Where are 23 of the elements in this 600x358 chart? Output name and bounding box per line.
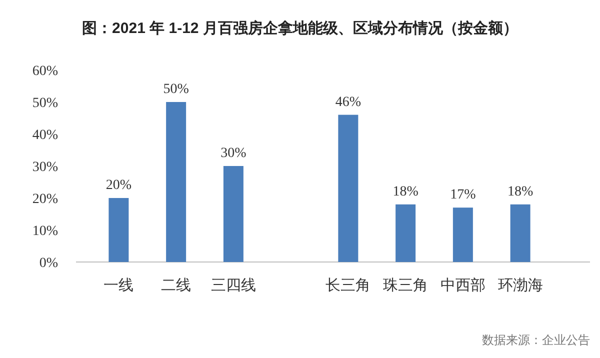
data-label: 20% <box>106 178 132 193</box>
x-tick-label: 三四线 <box>210 277 256 294</box>
x-tick-label: 长三角 <box>326 277 371 294</box>
x-tick-label: 一线 <box>104 277 134 294</box>
data-label: 50% <box>163 82 190 97</box>
data-label: 18% <box>392 184 419 200</box>
y-tick-label: 20% <box>32 192 58 207</box>
x-tick-label: 二线 <box>161 277 192 294</box>
y-tick-label: 0% <box>39 256 58 271</box>
source-note: 数据来源：企业公告 <box>482 333 590 347</box>
y-tick-label: 50% <box>32 96 58 111</box>
y-tick-label: 60% <box>32 64 58 79</box>
x-tick-label: 中西部 <box>440 277 486 294</box>
y-tick-label: 30% <box>32 160 58 175</box>
data-label: 30% <box>220 146 247 161</box>
x-tick-label: 珠三角 <box>383 277 428 294</box>
y-tick-label: 40% <box>32 128 58 143</box>
y-tick-label: 10% <box>32 224 58 239</box>
data-label: 46% <box>335 94 362 110</box>
data-label: 18% <box>507 184 534 200</box>
x-tick-label: 环渤海 <box>498 277 543 294</box>
data-label: 17% <box>450 188 476 203</box>
chart-title: 图：2021 年 1-12 月百强房企拿地能级、区域分布情况（按金额） <box>82 19 518 37</box>
